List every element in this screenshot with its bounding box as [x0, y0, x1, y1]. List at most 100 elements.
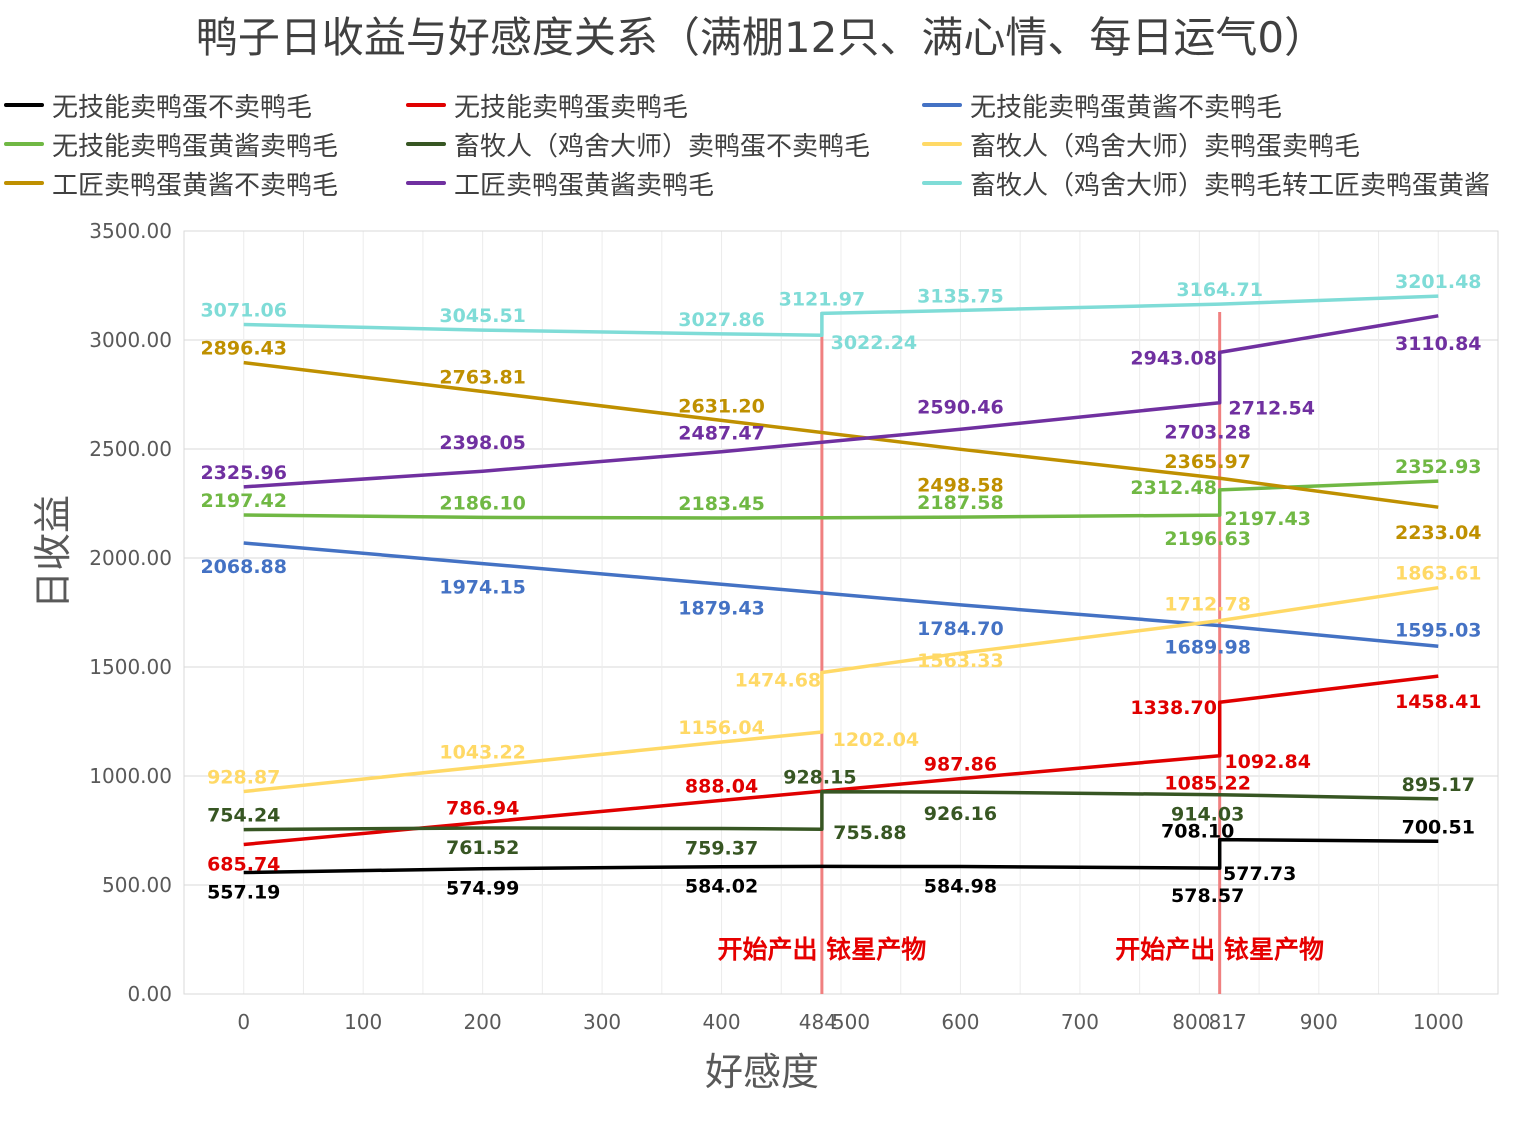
data-label: 755.88: [833, 822, 906, 844]
legend-label: 无技能卖鸭蛋黄酱卖鸭毛: [52, 131, 339, 162]
legend-swatch: [922, 181, 962, 185]
data-label: 1338.70: [1130, 697, 1217, 719]
data-label: 2631.20: [678, 395, 765, 417]
grid-lines: [183, 230, 1499, 995]
x-tick-label: 400: [702, 1010, 740, 1034]
x-tick-label: 600: [941, 1010, 979, 1034]
series-line: [243, 674, 1439, 847]
data-label: 987.86: [924, 754, 997, 776]
data-label: 754.24: [207, 805, 280, 827]
data-label: 3121.97: [779, 288, 866, 310]
data-label: 577.73: [1223, 863, 1296, 885]
y-tick-label: 1000.00: [89, 764, 172, 788]
y-tick-label: 3500.00: [89, 219, 172, 243]
series-line: [243, 837, 1439, 875]
data-label: 1092.84: [1224, 751, 1311, 773]
series-line: [243, 789, 1439, 832]
legend-item: 工匠卖鸭蛋黄酱卖鸭毛: [406, 164, 714, 202]
data-label: 2183.45: [678, 493, 765, 515]
data-label: 2498.58: [917, 474, 1004, 496]
data-label: 1595.03: [1395, 619, 1482, 641]
x-axis-title: 好感度: [705, 1050, 819, 1094]
data-label: 759.37: [685, 837, 758, 859]
data-label: 3022.24: [831, 332, 918, 354]
data-label: 1712.78: [1164, 594, 1251, 616]
data-label: 1879.43: [678, 597, 765, 619]
y-axis-title: 日收益: [31, 495, 75, 609]
data-label: 1563.33: [917, 650, 1004, 672]
data-label: 685.74: [207, 854, 280, 876]
legend-item: 无技能卖鸭蛋不卖鸭毛: [4, 86, 312, 124]
series-line: [243, 314, 1439, 489]
data-label: 1474.68: [735, 670, 822, 692]
legend-label: 工匠卖鸭蛋黄酱卖鸭毛: [454, 170, 715, 201]
data-label: 1458.41: [1395, 691, 1482, 713]
plot-frame: [183, 230, 1499, 995]
data-label: 1784.70: [917, 618, 1004, 640]
data-label: 2187.58: [917, 492, 1004, 514]
data-label: 584.02: [685, 876, 758, 898]
y-tick-label: 0.00: [127, 982, 172, 1006]
data-label: 557.19: [207, 882, 280, 904]
series-line: [243, 360, 1439, 509]
data-label: 895.17: [1402, 774, 1475, 796]
annotation-label: 开始产出 铱星产物: [1115, 935, 1324, 964]
series-line: [243, 479, 1439, 520]
legend: 无技能卖鸭蛋不卖鸭毛 无技能卖鸭蛋卖鸭毛 无技能卖鸭蛋黄酱不卖鸭毛无技能卖鸭蛋黄酱卖…: [0, 86, 1522, 206]
legend-label: 无技能卖鸭蛋黄酱不卖鸭毛: [970, 92, 1283, 123]
legend-swatch: [922, 142, 962, 146]
annotation-lines: 开始产出 铱星产物 开始产出 铱星产物: [718, 312, 1324, 994]
legend-swatch: [4, 142, 44, 146]
data-label: 928.15: [783, 767, 856, 789]
data-label: 2487.47: [678, 423, 765, 445]
data-label: 1689.98: [1164, 637, 1251, 659]
legend-swatch: [406, 181, 446, 185]
data-label: 2312.48: [1130, 477, 1217, 499]
data-label: 2197.42: [200, 490, 287, 512]
data-label: 3045.51: [439, 305, 526, 327]
series-line: [243, 585, 1439, 794]
data-label: 578.57: [1171, 885, 1244, 907]
legend-item: 畜牧人（鸡舍大师）卖鸭蛋不卖鸭毛: [406, 125, 870, 163]
legend-label: 畜牧人（鸡舍大师）卖鸭蛋卖鸭毛: [970, 131, 1361, 162]
data-label: 574.99: [446, 878, 519, 900]
chart-title: 鸭子日收益与好感度关系（满棚12只、满心情、每日运气0）: [195, 13, 1327, 62]
data-label: 888.04: [685, 775, 758, 797]
data-label: 786.94: [446, 797, 519, 819]
y-tick-label: 2500.00: [89, 437, 172, 461]
data-label: 926.16: [924, 803, 997, 825]
data-label: 3135.75: [917, 285, 1004, 307]
legend-item: 无技能卖鸭蛋卖鸭毛: [406, 86, 688, 124]
legend-label: 畜牧人（鸡舍大师）卖鸭蛋不卖鸭毛: [454, 131, 871, 162]
y-tick-label: 1500.00: [89, 655, 172, 679]
data-label: 1043.22: [439, 742, 526, 764]
x-tick-label: 500: [832, 1010, 870, 1034]
series-line: [243, 541, 1439, 649]
legend-label: 畜牧人（鸡舍大师）卖鸭毛转工匠卖鸭蛋黄酱: [970, 170, 1491, 201]
data-label: 1085.22: [1164, 772, 1251, 794]
x-tick-label: 100: [344, 1010, 382, 1034]
series-line: [243, 294, 1439, 337]
data-label: 2197.43: [1224, 508, 1311, 530]
data-label: 2186.10: [439, 492, 526, 514]
legend-label: 无技能卖鸭蛋不卖鸭毛: [52, 92, 313, 123]
y-tick-label: 3000.00: [89, 328, 172, 352]
data-label: 584.98: [924, 875, 997, 897]
data-label: 2943.08: [1130, 347, 1217, 369]
legend-item: 无技能卖鸭蛋黄酱不卖鸭毛: [922, 86, 1282, 124]
axes: 0.00 500.00 1000.00 1500.00 2000.00 2500.00 30…: [89, 219, 1463, 1034]
data-label: 3027.86: [678, 309, 765, 331]
data-label: 1863.61: [1395, 563, 1482, 585]
data-label: 1202.04: [833, 729, 920, 751]
legend-label: 无技能卖鸭蛋卖鸭毛: [454, 92, 689, 123]
y-tick-label: 2000.00: [89, 546, 172, 570]
data-label: 700.51: [1402, 816, 1475, 838]
annotation-label: 开始产出 铱星产物: [718, 935, 927, 964]
x-tick-label: 817: [1209, 1010, 1247, 1034]
legend-item: 工匠卖鸭蛋黄酱不卖鸭毛: [4, 164, 338, 202]
legend-swatch: [406, 103, 446, 107]
data-label: 3201.48: [1395, 271, 1482, 293]
legend-label: 工匠卖鸭蛋黄酱不卖鸭毛: [52, 170, 339, 201]
legend-swatch: [4, 181, 44, 185]
